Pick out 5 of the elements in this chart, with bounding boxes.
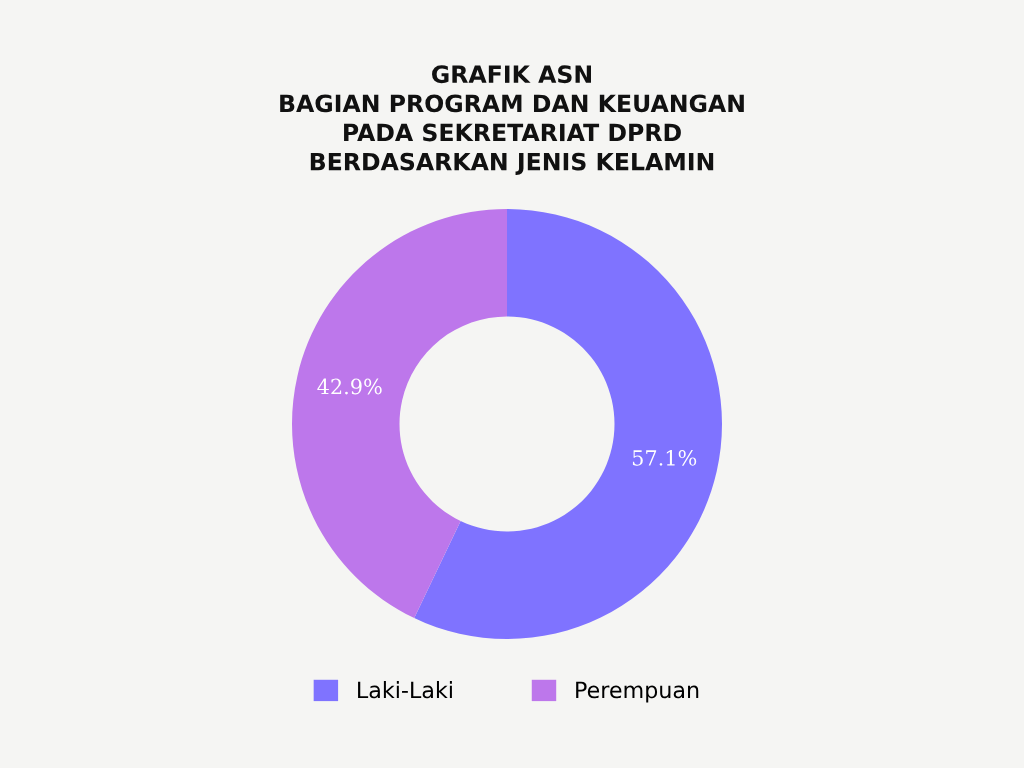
legend-label: Perempuan	[576, 681, 699, 703]
chart-title: GRAFIK ASN BAGIAN PROGRAM DAN KEUANGAN PADA SEKRETARIAT DPRD BERDASARKAN JENIS KELAMIN	[280, 65, 744, 175]
legend-label: Laki-Laki	[358, 681, 452, 699]
data-label: 42.9%	[317, 378, 382, 395]
data-label: 57.1%	[632, 449, 697, 466]
